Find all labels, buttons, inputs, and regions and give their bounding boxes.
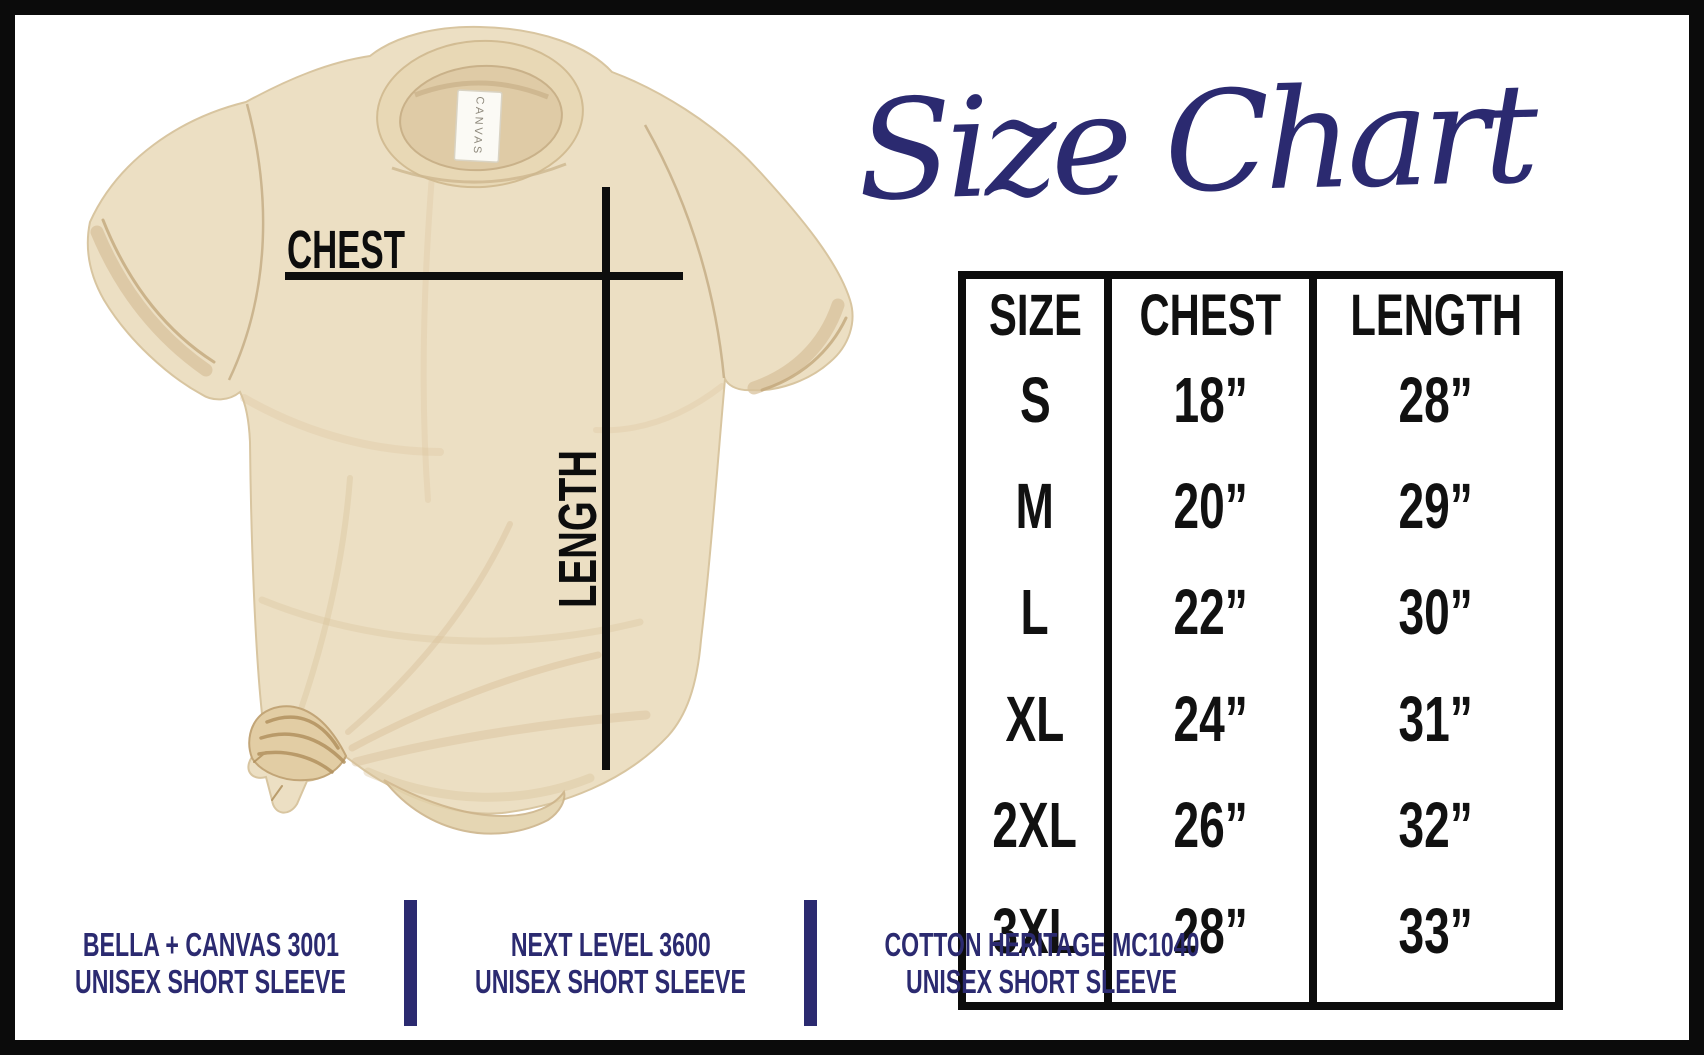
size-table: SIZE S M L XL 2XL 3XL CHEST 18” 20” 22” … xyxy=(958,271,1563,1010)
column-header-chest: CHEST xyxy=(1112,282,1309,348)
table-cell: XL xyxy=(966,666,1104,772)
product-style: UNISEX SHORT SLEEVE xyxy=(75,963,346,1000)
footer-divider-bar xyxy=(403,900,417,1026)
cell-value: 18” xyxy=(1173,364,1248,437)
cell-value: 33” xyxy=(1398,894,1473,967)
product-item-bella-canvas: BELLA + CANVAS 3001 UNISEX SHORT SLEEVE xyxy=(17,926,404,1000)
cell-value: 28” xyxy=(1398,364,1473,437)
cell-value: 3XL xyxy=(992,894,1078,967)
table-cell: 31” xyxy=(1317,666,1555,772)
table-cell: 33” xyxy=(1317,878,1555,984)
product-name: COTTON HERITAGE MC1040 xyxy=(884,926,1200,963)
collar-stitch xyxy=(391,162,567,184)
table-cell: L xyxy=(966,559,1104,665)
product-name: BELLA + CANVAS 3001 xyxy=(82,926,339,963)
table-cell: 29” xyxy=(1317,453,1555,559)
length-label: LENGTH xyxy=(548,450,608,608)
product-style: UNISEX SHORT SLEEVE xyxy=(474,963,746,1000)
cell-value: M xyxy=(1015,470,1055,543)
knot xyxy=(248,705,348,801)
cell-value: 26” xyxy=(1173,788,1248,861)
table-cell: 28” xyxy=(1112,878,1309,984)
table-cell: 30” xyxy=(1317,559,1555,665)
cell-value: 22” xyxy=(1173,576,1248,649)
chest-measure-line xyxy=(285,272,683,280)
chest-label: CHEST xyxy=(287,220,405,280)
table-cell: 2XL xyxy=(966,772,1104,878)
left-sleeve-seam xyxy=(227,103,265,381)
brand-tag: CANVAS xyxy=(453,89,503,163)
table-column-size: SIZE S M L XL 2XL 3XL xyxy=(966,279,1104,1002)
page-title: Size Chart xyxy=(855,52,1535,232)
column-header-label: SIZE xyxy=(988,282,1082,348)
right-sleeve-seam xyxy=(643,124,726,379)
column-header-label: LENGTH xyxy=(1349,282,1522,348)
cell-value: 24” xyxy=(1173,682,1248,755)
cell-value: S xyxy=(1019,364,1051,437)
column-header-size: SIZE xyxy=(966,282,1104,348)
column-header-length: LENGTH xyxy=(1317,282,1555,348)
table-cell: 24” xyxy=(1112,666,1309,772)
left-cuff-roll xyxy=(90,218,216,377)
cell-value: 20” xyxy=(1173,470,1248,543)
cell-value: L xyxy=(1020,576,1050,649)
cell-value: 30” xyxy=(1398,576,1473,649)
right-cuff-roll xyxy=(747,298,848,395)
column-header-label: CHEST xyxy=(1139,282,1282,348)
table-cell: M xyxy=(966,453,1104,559)
knot-bands xyxy=(253,715,346,801)
footer-divider-bar xyxy=(803,900,817,1026)
table-cell: 26” xyxy=(1112,772,1309,878)
tshirt-silhouette xyxy=(86,25,854,815)
cell-value: 31” xyxy=(1398,682,1473,755)
table-cell: 22” xyxy=(1112,559,1309,665)
cell-value: 29” xyxy=(1398,470,1473,543)
table-cell: S xyxy=(966,347,1104,453)
table-cell: 20” xyxy=(1112,453,1309,559)
product-style: UNISEX SHORT SLEEVE xyxy=(906,963,1178,1000)
product-item-cotton-heritage: COTTON HERITAGE MC1040 UNISEX SHORT SLEE… xyxy=(817,926,1267,1000)
cell-value: 32” xyxy=(1398,788,1473,861)
fabric-folds xyxy=(240,172,725,802)
brand-tag-text: CANVAS xyxy=(471,96,486,156)
cell-value: 28” xyxy=(1173,894,1248,967)
product-name: NEXT LEVEL 3600 xyxy=(510,926,711,963)
product-item-next-level: NEXT LEVEL 3600 UNISEX SHORT SLEEVE xyxy=(417,926,804,1000)
table-cell: 28” xyxy=(1317,347,1555,453)
hem-drape-fold xyxy=(383,779,566,835)
table-column-chest: CHEST 18” 20” 22” 24” 26” 28” xyxy=(1103,279,1309,1002)
table-cell: 32” xyxy=(1317,772,1555,878)
collar-inner-shadow xyxy=(414,80,549,100)
length-measure-line xyxy=(602,187,610,770)
table-cell: 18” xyxy=(1112,347,1309,453)
cell-value: 2XL xyxy=(992,788,1078,861)
footer-product-list: BELLA + CANVAS 3001 UNISEX SHORT SLEEVE … xyxy=(17,898,1199,1028)
table-cell: 3XL xyxy=(966,878,1104,984)
cell-value: XL xyxy=(1005,682,1065,755)
table-column-length: LENGTH 28” 29” 30” 31” 32” 33” xyxy=(1308,279,1555,1002)
